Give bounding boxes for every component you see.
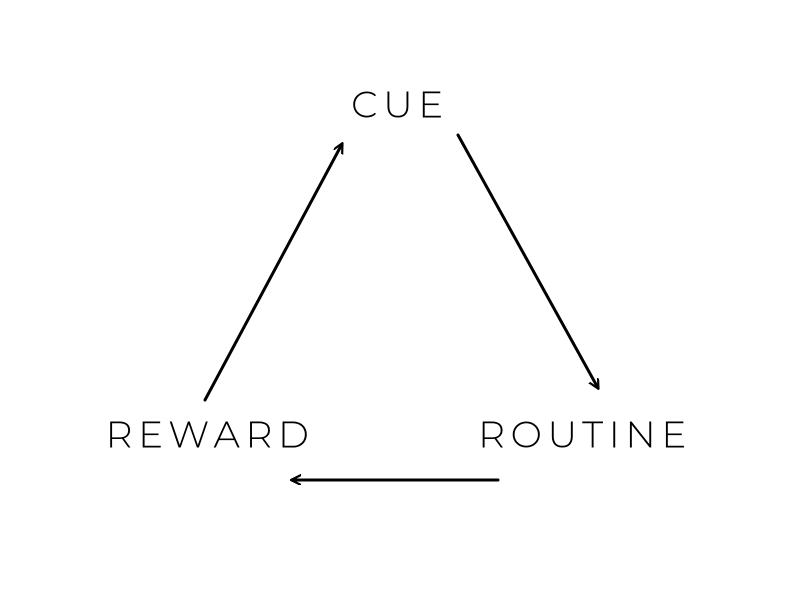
edge-cue-to-routine: [458, 135, 598, 388]
node-routine: ROUTINE: [478, 413, 692, 458]
edge-reward-to-cue: [205, 144, 342, 400]
habit-loop-diagram: CUE ROUTINE REWARD: [0, 0, 800, 600]
node-cue: CUE: [351, 83, 449, 128]
node-reward: REWARD: [106, 413, 315, 458]
